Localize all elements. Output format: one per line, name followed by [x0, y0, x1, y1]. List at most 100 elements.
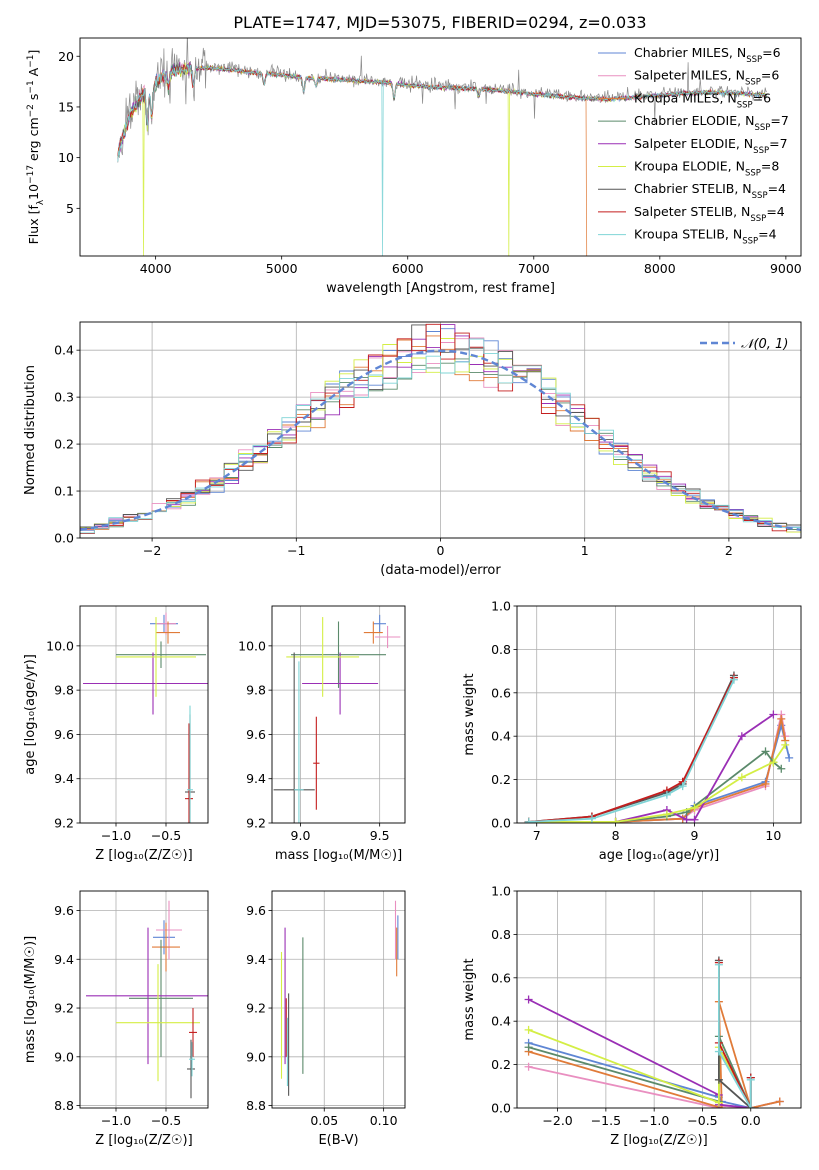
weight-marker	[746, 1075, 755, 1084]
legend-label: 𝒩(0, 1)	[741, 337, 788, 352]
weight-marker	[746, 1104, 755, 1108]
y-tick-label: 9.6	[246, 903, 266, 918]
x-tick-label: 10	[765, 828, 781, 843]
x-tick-label: 9	[691, 828, 699, 843]
x-tick-label: −0.5	[151, 1113, 181, 1128]
y-tick-label: 9.0	[246, 1049, 266, 1064]
legend-label-name: Chabrier STELIB, N	[634, 181, 752, 196]
weight-line-kroupa-miles	[528, 718, 787, 823]
y-axis-label: age [log₁₀(age/yr)]	[23, 654, 38, 775]
legend-label: Kroupa MILES, NSSP=6	[634, 90, 771, 110]
y-tick-label: 9.6	[54, 903, 74, 918]
y-tick-label: 0.0	[54, 531, 74, 546]
panel-residuals: −2 −1 0 1 2 0.0 0.1 0.2 0.3 0.4 (data-model)/error…	[23, 321, 802, 578]
y-tick-label: 15	[58, 99, 74, 114]
legend-label: Salpeter MILES, NSSP=6	[634, 68, 779, 88]
y-tick-label: 0.6	[491, 970, 511, 985]
legend-label: Salpeter ELODIE, NSSP=7	[634, 136, 788, 156]
x-tick-label: 6000	[392, 261, 424, 276]
legend-label: Chabrier ELODIE, NSSP=7	[634, 113, 789, 133]
weight-line-kroupa-elodie	[528, 744, 786, 823]
y-tick-label: 9.8	[54, 683, 74, 698]
figure-title: PLATE=1747, MJD=53075, FIBERID=0294, z=0…	[233, 13, 646, 32]
weight-line-salpeter-elodie	[528, 713, 774, 823]
plot-area	[273, 614, 401, 823]
histogram-kroupa-stelib	[80, 338, 801, 534]
weight-marker	[524, 1043, 533, 1052]
x-tick-label: 5000	[266, 261, 298, 276]
x-tick-label: 9.5	[370, 828, 390, 843]
legend-label-value: =6	[753, 90, 771, 105]
weight-line-salpeter-stelib	[718, 962, 752, 1108]
axes-frame	[271, 890, 406, 1109]
grid	[80, 891, 208, 1108]
weight-marker	[775, 1097, 784, 1106]
plot-area	[80, 323, 801, 534]
legend-label-name: Salpeter MILES, N	[634, 68, 745, 83]
legend-label-name: Kroupa MILES, N	[634, 90, 737, 105]
y-tick-label: 0.0	[491, 1101, 511, 1116]
x-axis-label: mass [log₁₀(M/M☉)]	[275, 848, 402, 863]
legend-label: Kroupa STELIB, NSSP=4	[634, 227, 777, 247]
weight-line-chabrier-stelib	[718, 960, 752, 1108]
x-tick-label: −0.5	[687, 1113, 717, 1128]
y-tick-label: 9.6	[246, 727, 266, 742]
y-tick-label: 9.4	[54, 952, 74, 967]
y-axis-label: mass weight	[462, 673, 477, 755]
panel-age_vs_mass: 9.0 9.5 9.2 9.4 9.6 9.8 10.0 mass [log₁₀(M/M☉)]	[238, 605, 406, 863]
weight-marker	[690, 815, 699, 823]
y-tick-label: 9.2	[246, 1001, 266, 1016]
y-tick-label: 9.2	[54, 816, 74, 831]
weight-marker	[662, 790, 671, 799]
legend-label: Chabrier MILES, NSSP=6	[634, 45, 781, 65]
plot-area	[117, 38, 768, 256]
x-tick-label: −1	[287, 543, 305, 558]
grid	[517, 605, 801, 824]
axes-frame	[516, 605, 802, 824]
y-tick-label: 0.2	[54, 437, 74, 452]
legend-label-sub: SSP	[742, 237, 758, 247]
y-tick-label: 9.6	[54, 727, 74, 742]
weight-marker	[524, 1025, 533, 1034]
weight-marker	[714, 1047, 723, 1056]
weight-marker	[761, 779, 770, 788]
axes-frame	[79, 321, 802, 539]
y-axis-label-part: λ	[36, 199, 46, 205]
y-tick-label: 10.0	[46, 638, 74, 653]
axes-frame	[516, 890, 802, 1109]
x-axis-label: Z [log₁₀(Z/Z☉)]	[95, 1133, 192, 1148]
panel-age_vs_Z: −1.0 −0.5 9.2 9.4 9.6 9.8 10.0 Z [log₁₀(Z/Z☉)] a…	[23, 605, 209, 863]
y-tick-label: 9.4	[246, 952, 266, 967]
weight-marker	[714, 960, 723, 969]
panel-spectrum: 4000 5000 6000 7000 8000 9000 5 10 15 20 wavelengt…	[26, 37, 802, 296]
x-axis-label: Z [log₁₀(Z/Z☉)]	[95, 848, 192, 863]
y-tick-label: 9.2	[54, 1001, 74, 1016]
weight-marker	[662, 810, 671, 819]
weight-marker	[587, 814, 596, 823]
x-axis-label: Z [log₁₀(Z/Z☉)]	[610, 1133, 707, 1148]
model-spectrum-kroupa-stelib	[117, 64, 768, 256]
y-tick-label: 0.6	[491, 685, 511, 700]
legend-label-sub: SSP	[754, 123, 770, 133]
plot-area	[83, 612, 208, 823]
y-tick-label: 1.0	[491, 599, 511, 614]
x-tick-label: 0.10	[370, 1113, 398, 1128]
legend-label: Kroupa ELODIE, NSSP=8	[634, 159, 779, 179]
y-tick-label: 0.2	[491, 772, 511, 787]
legend-label-sub: SSP	[737, 100, 753, 110]
y-axis-label-part: erg cm	[26, 117, 41, 165]
y-tick-label: 9.2	[246, 816, 266, 831]
x-tick-label: 0.05	[310, 1113, 338, 1128]
panel-mass_vs_Z: −1.0 −0.5 8.8 9.0 9.2 9.4 9.6 Z [log₁₀(Z/Z☉)] ma…	[23, 890, 209, 1148]
y-axis-label-part: s	[26, 94, 41, 105]
weight-marker	[781, 740, 790, 749]
y-axis-label-part: 10	[26, 184, 41, 200]
legend-label-name: Chabrier ELODIE, N	[634, 113, 754, 128]
panel-weight_vs_age: 7 8 9 10 0.0 0.2 0.4 0.6 0.8 1.0 age [log₁₀(age/yr…	[462, 599, 802, 863]
legend-label-name: Salpeter STELIB, N	[634, 204, 750, 219]
x-tick-label: −2	[143, 543, 161, 558]
legend-label-value: =7	[769, 136, 787, 151]
legend-label-value: =4	[768, 181, 786, 196]
y-axis-label-part: −2	[26, 104, 36, 117]
y-axis-label: mass [log₁₀(M/M☉)]	[23, 936, 38, 1063]
